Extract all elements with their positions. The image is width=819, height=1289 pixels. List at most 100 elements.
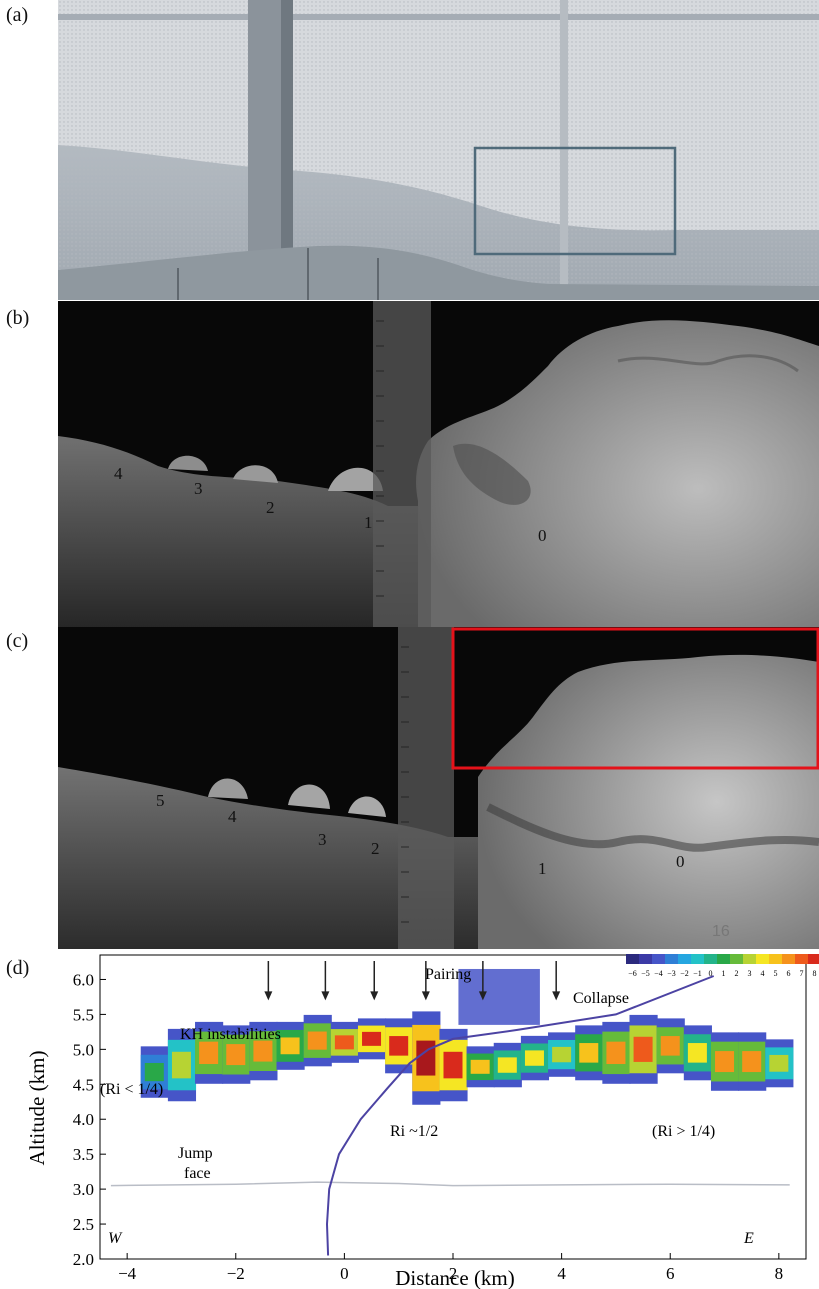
- echo-core: [579, 1043, 599, 1063]
- vortex-label: 5: [156, 791, 165, 810]
- colorbar-swatch: [717, 954, 730, 964]
- ruler-ticks-c: [401, 646, 409, 923]
- panel-label-d: (d): [6, 957, 30, 979]
- colorbar-tick-label: 8: [813, 969, 817, 978]
- vortex-label: 1: [364, 513, 373, 532]
- flow-photo-b: 4 3 2 1 0: [58, 301, 819, 627]
- x-tick-label: 4: [557, 1264, 566, 1283]
- flow-photo-c-illustration: [58, 627, 819, 949]
- vortex-label: 0: [538, 526, 547, 545]
- colorbar-swatch: [730, 954, 743, 964]
- y-ticks: 2.0 2.5 3.0 3.5 4.0 4.5 5.0 5.5 6.0: [73, 970, 106, 1269]
- panel-label-c: (c): [6, 630, 29, 652]
- echo-core: [470, 1059, 490, 1074]
- echo-core: [769, 1054, 789, 1072]
- vortex-label: 0: [676, 852, 685, 871]
- colorbar-tick-label: −2: [680, 969, 689, 978]
- radar-chart: −4 −2 0 2 4 6 8 2.0 2.5 3.0 3.5 4.0 4.5 5.0 5.5 6.0 −6…: [25, 954, 819, 1289]
- echo-upper: [458, 968, 540, 1025]
- echo-core: [280, 1037, 300, 1055]
- flow-photo-c: 5 4 3 2 1 0 16: [58, 627, 819, 949]
- vortex-label: 2: [371, 839, 380, 858]
- y-tick-label: 4.5: [73, 1075, 94, 1094]
- colorbar-tick-label: 1: [722, 969, 726, 978]
- annotation-pairing: Pairing: [425, 966, 471, 983]
- echo-core: [660, 1036, 680, 1056]
- echo-core: [606, 1041, 626, 1065]
- colorbar-swatch: [678, 954, 691, 964]
- arrow-head: [264, 991, 273, 1001]
- frame-number: 16: [712, 923, 730, 940]
- annotation-jump: Jump: [178, 1145, 213, 1162]
- echo-layer: [140, 968, 794, 1105]
- colorbar-tick-label: 5: [774, 969, 778, 978]
- echo-core: [742, 1051, 762, 1073]
- colorbar-swatch: [808, 954, 819, 964]
- colorbar-swatch: [639, 954, 652, 964]
- colorbar-tick-label: 3: [748, 969, 752, 978]
- y-tick-label: 5.0: [73, 1040, 94, 1059]
- y-tick-label: 2.0: [73, 1250, 94, 1269]
- colorbar-tick-label: 6: [787, 969, 791, 978]
- plot-frame: [99, 954, 807, 1260]
- arrow-head: [421, 991, 430, 1001]
- annotation-kh: KH instabilities: [180, 1026, 281, 1043]
- echo-core: [334, 1035, 354, 1050]
- echo-core: [307, 1031, 327, 1050]
- echo-core: [687, 1043, 707, 1063]
- colorbar-swatch: [743, 954, 756, 964]
- annotation-ri-half: Ri ~1/2: [390, 1123, 438, 1140]
- echo-core: [226, 1044, 246, 1066]
- echo-core: [362, 1031, 382, 1046]
- colorbar-swatch: [782, 954, 795, 964]
- y-axis-label: Altitude (km): [25, 1051, 49, 1166]
- vortex-label: 4: [228, 807, 237, 826]
- echo-core: [253, 1040, 273, 1062]
- colorbar-swatch: [665, 954, 678, 964]
- echo-core: [443, 1051, 463, 1079]
- panel-label-a: (a): [6, 4, 29, 26]
- annotation-east: E: [743, 1230, 754, 1247]
- colorbar-swatch: [769, 954, 782, 964]
- vortex-label: 1: [538, 859, 547, 878]
- echo-core: [144, 1062, 164, 1082]
- echo-core: [389, 1036, 409, 1056]
- echo-core: [552, 1046, 572, 1063]
- colorbar-tick-label: 2: [735, 969, 739, 978]
- echo-core: [633, 1036, 653, 1062]
- x-tick-label: 8: [775, 1264, 784, 1283]
- panel-label-b: (b): [6, 307, 30, 329]
- vortex-label: 4: [114, 464, 123, 483]
- x-tick-label: 0: [340, 1264, 349, 1283]
- colorbar-tick-label: −3: [667, 969, 676, 978]
- colorbar-swatch: [704, 954, 717, 964]
- colorbar-tick-label: −1: [693, 969, 702, 978]
- y-tick-label: 3.5: [73, 1145, 94, 1164]
- trajectory-line: [325, 975, 715, 1256]
- y-tick-label: 3.0: [73, 1180, 94, 1199]
- colorbar-tick-label: 0: [709, 969, 713, 978]
- colorbar-tick-label: −4: [654, 969, 663, 978]
- y-tick-label: 6.0: [73, 970, 94, 989]
- echo-core: [416, 1040, 436, 1076]
- ground-line: [110, 1181, 790, 1187]
- colorbar-tick-label: 4: [761, 969, 765, 978]
- x-tick-label: 2: [449, 1264, 458, 1283]
- y-tick-label: 5.5: [73, 1005, 94, 1024]
- colorbar-swatch: [795, 954, 808, 964]
- arrow-head: [321, 991, 330, 1001]
- y-tick-label: 2.5: [73, 1215, 94, 1234]
- colorbar-swatch: [691, 954, 704, 964]
- colorbar-tick-label: −6: [628, 969, 637, 978]
- colorbar: −6−5−4−3−2−10123456789dBZ: [626, 954, 819, 978]
- tank-photo-illustration: [58, 0, 819, 300]
- vortex-label: 2: [266, 498, 275, 517]
- vortex-label: 3: [194, 479, 203, 498]
- tank-photo: [58, 0, 819, 300]
- annotation-west: W: [108, 1230, 123, 1247]
- echo-core: [524, 1050, 544, 1066]
- colorbar-tick-label: −5: [641, 969, 650, 978]
- echo-core: [171, 1051, 191, 1079]
- flow-photo-b-illustration: [58, 301, 819, 627]
- echo-core: [199, 1041, 219, 1065]
